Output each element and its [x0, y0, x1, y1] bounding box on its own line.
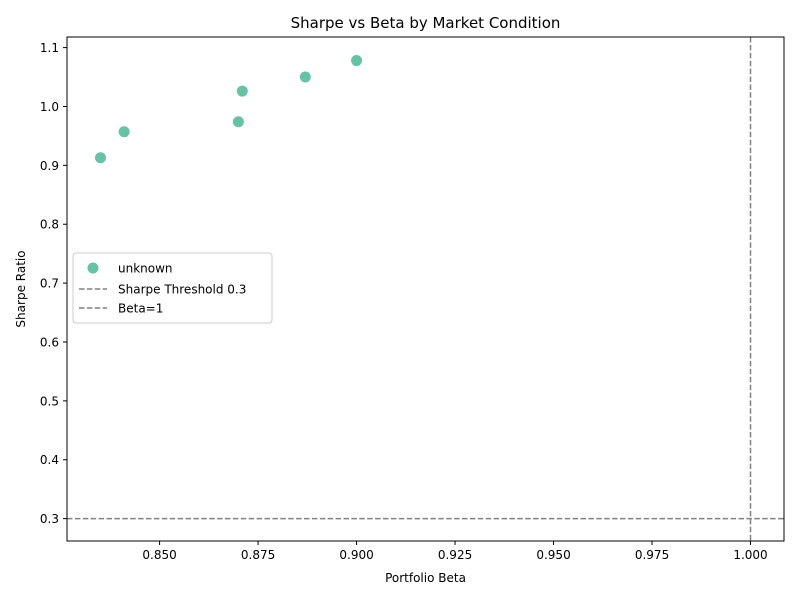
- legend: unknown Sharpe Threshold 0.3 Beta=1: [72, 252, 273, 324]
- plot-frame: [66, 36, 785, 542]
- x-tick-label: 0.875: [241, 548, 275, 562]
- legend-label-unknown: unknown: [118, 262, 173, 276]
- legend-label-beta: Beta=1: [118, 302, 163, 316]
- chart-title: Sharpe vs Beta by Market Condition: [291, 14, 561, 32]
- x-axis-ticks: 0.850 0.875 0.900 0.925 0.950 0.975 1.000: [142, 541, 768, 562]
- y-tick-label: 1.0: [40, 100, 59, 114]
- data-point: [351, 55, 363, 67]
- y-tick-label: 0.3: [40, 512, 59, 526]
- x-tick-label: 0.850: [142, 548, 176, 562]
- data-points: [94, 55, 363, 164]
- x-tick-label: 0.925: [438, 548, 472, 562]
- data-point: [118, 126, 130, 138]
- data-point: [232, 116, 244, 128]
- legend-label-threshold: Sharpe Threshold 0.3: [118, 283, 246, 297]
- data-point: [94, 152, 106, 164]
- x-tick-label: 1.000: [733, 548, 767, 562]
- x-tick-label: 0.950: [536, 548, 570, 562]
- x-axis-label: Portfolio Beta: [385, 571, 466, 585]
- legend-marker-unknown: [87, 262, 99, 274]
- y-tick-label: 0.6: [40, 335, 59, 349]
- y-tick-label: 0.7: [40, 277, 59, 291]
- data-point: [236, 85, 248, 97]
- y-tick-label: 0.5: [40, 394, 59, 408]
- reference-lines: [67, 37, 784, 541]
- data-point: [299, 71, 311, 83]
- y-tick-label: 0.4: [40, 453, 59, 467]
- x-tick-label: 0.900: [339, 548, 373, 562]
- legend-box: [72, 252, 273, 324]
- y-tick-label: 1.1: [40, 41, 59, 55]
- y-axis-ticks: 0.3 0.4 0.5 0.6 0.7 0.8 0.9 1.0 1.1: [40, 41, 67, 526]
- y-axis-label: Sharpe Ratio: [14, 250, 28, 327]
- x-tick-label: 0.975: [635, 548, 669, 562]
- y-tick-label: 0.9: [40, 159, 59, 173]
- y-tick-label: 0.8: [40, 218, 59, 232]
